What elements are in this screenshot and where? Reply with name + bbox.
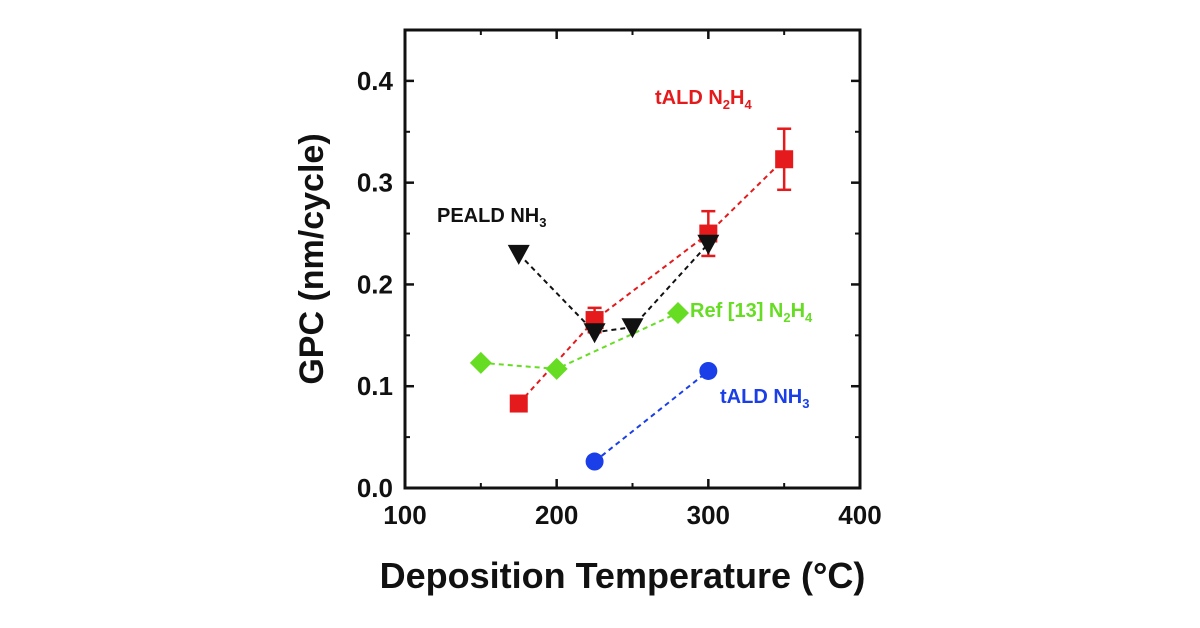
series-line-ref13_n2h4: [480, 312, 679, 370]
y-tick-label: 0.4: [357, 66, 394, 96]
data-point-tald_nh3: [699, 361, 718, 380]
data-point-ref13_n2h4: [667, 301, 689, 324]
y-tick-label: 0.1: [357, 371, 393, 401]
data-point-tald_n2h4: [775, 150, 794, 169]
y-tick-label: 0.3: [357, 168, 393, 198]
x-tick-label: 300: [687, 500, 730, 530]
data-point-tald_nh3: [585, 452, 604, 471]
y-tick-label: 0.2: [357, 269, 393, 299]
data-markers: [469, 150, 794, 471]
x-tick-label: 100: [383, 500, 426, 530]
y-axis-title: GPC (nm/cycle): [293, 133, 331, 384]
data-point-peald_nh3: [621, 318, 644, 339]
series-line-tald_nh3: [593, 370, 709, 463]
series-label-ref13_n2h4: Ref [13] N2H4: [690, 300, 813, 325]
axes: 100 200 300 400 0.0 0.1 0.2 0.3 0.4 Deposition Te…: [293, 28, 882, 596]
x-axis-title: Deposition Temperature (°C): [380, 555, 866, 596]
data-point-peald_nh3: [507, 244, 530, 265]
y-tick-label: 0.0: [357, 473, 393, 503]
data-point-tald_n2h4: [509, 394, 528, 413]
data-point-peald_nh3: [697, 234, 720, 255]
series-label-tald_n2h4: tALD N2H4: [655, 87, 752, 112]
series-label-tald_nh3: tALD NH3: [720, 386, 809, 411]
series-labels: tALD N2H4 PEALD NH3 Ref [13] N2H4 tALD NH3: [437, 87, 813, 411]
x-tick-label: 400: [838, 500, 881, 530]
plot-frame: [403, 28, 862, 490]
data-point-ref13_n2h4: [469, 351, 492, 374]
x-tick-label: 200: [535, 500, 578, 530]
series-label-peald_nh3: PEALD NH3: [437, 205, 546, 230]
data-point-peald_nh3: [583, 323, 606, 344]
data-point-ref13_n2h4: [545, 357, 568, 380]
series-line-peald_nh3: [518, 243, 710, 334]
